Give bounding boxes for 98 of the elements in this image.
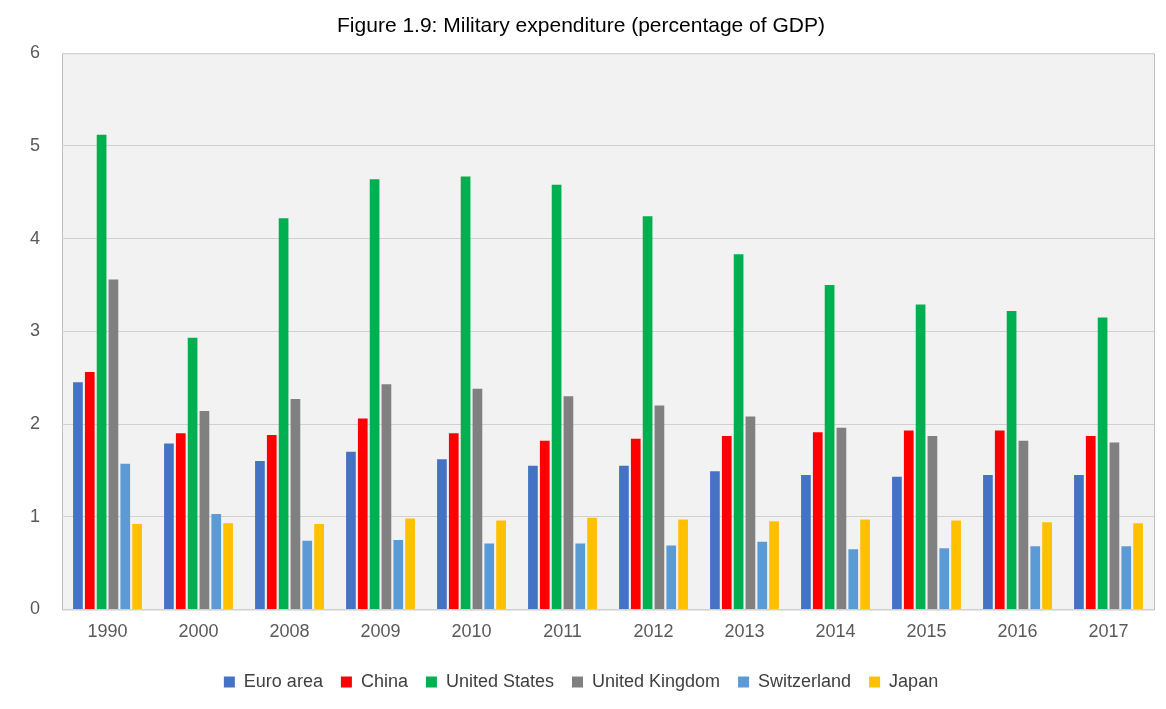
bar (437, 459, 447, 609)
y-tick-label: 4 (30, 227, 41, 248)
bar (733, 254, 744, 609)
y-tick-label: 6 (30, 42, 41, 63)
bar (484, 543, 495, 609)
legend-label: Euro area (243, 670, 324, 691)
bar (630, 438, 641, 609)
bar (120, 463, 131, 609)
bar (448, 433, 459, 609)
bar (255, 461, 265, 609)
bar (757, 541, 768, 609)
bar (824, 284, 835, 609)
bar (73, 382, 83, 609)
x-tick-label: 2010 (451, 621, 492, 642)
bar (983, 474, 993, 609)
bar (1109, 442, 1120, 609)
bar (915, 304, 926, 609)
x-tick-label: 2015 (906, 621, 947, 642)
bar (96, 134, 107, 609)
bar (1121, 546, 1132, 609)
bar (211, 513, 222, 609)
x-tick-label: 1990 (87, 621, 128, 642)
bar (405, 518, 415, 609)
bar (812, 432, 823, 609)
bar (927, 436, 938, 609)
bar (1018, 440, 1029, 609)
x-tick-label: 2000 (178, 621, 219, 642)
bar (1074, 474, 1084, 609)
y-tick-label: 1 (30, 505, 41, 526)
bar (710, 471, 720, 609)
bar (393, 539, 404, 609)
bar (951, 520, 961, 609)
bar (1133, 523, 1143, 609)
bar (848, 549, 859, 609)
bar (460, 176, 471, 609)
legend-label: Japan (889, 670, 939, 691)
bar (290, 398, 301, 609)
bar (654, 405, 665, 609)
x-tick-label: 2016 (997, 621, 1038, 642)
bar (164, 443, 174, 609)
bar (745, 416, 756, 609)
bar (619, 465, 629, 609)
legend-label: Switzerland (758, 670, 852, 691)
x-tick-label: 2012 (633, 621, 674, 642)
bar (551, 184, 562, 609)
bar (108, 279, 119, 609)
bar (994, 430, 1005, 609)
bar (575, 543, 586, 609)
x-tick-label: 2014 (815, 621, 856, 642)
bar (836, 427, 847, 609)
legend-label: United Kingdom (591, 670, 721, 691)
bar (678, 519, 688, 609)
bar (903, 430, 914, 609)
bar (528, 465, 538, 609)
bar (587, 517, 597, 609)
bar (1097, 317, 1108, 609)
x-tick-label: 2008 (269, 621, 310, 642)
bar (496, 520, 506, 609)
bar (1030, 546, 1041, 609)
y-tick-label: 3 (30, 320, 41, 341)
bar (369, 179, 380, 609)
bar (642, 216, 653, 609)
x-tick-label: 2009 (360, 621, 401, 642)
bar (892, 476, 902, 609)
bar (223, 523, 233, 609)
bar (472, 388, 483, 609)
chart-title: Figure 1.9: Military expenditure (percentage of GDP) (337, 13, 825, 37)
y-tick-label: 5 (30, 134, 41, 155)
bar (175, 433, 186, 609)
bar (860, 519, 870, 609)
bar (266, 435, 277, 609)
bar (1085, 436, 1096, 609)
y-tick-label: 2 (30, 412, 41, 433)
y-tick-label: 0 (30, 598, 41, 619)
bar (199, 411, 210, 609)
bar (1006, 310, 1017, 609)
x-tick-label: 2011 (543, 621, 582, 642)
bar (346, 451, 356, 609)
legend-label: United States (445, 670, 554, 691)
bar (357, 418, 368, 609)
x-tick-label: 2017 (1088, 621, 1129, 642)
bar (187, 337, 198, 609)
bar (302, 540, 313, 609)
bar (314, 524, 324, 609)
bar (769, 521, 779, 609)
legend-label: China (360, 670, 409, 691)
x-tick-label: 2013 (724, 621, 765, 642)
bar (132, 524, 142, 609)
bar (1042, 522, 1052, 609)
bar (666, 545, 677, 609)
bar (563, 396, 574, 609)
bar (721, 436, 732, 609)
bar (939, 548, 950, 609)
bar (539, 440, 550, 609)
bar (84, 372, 95, 609)
bar (381, 384, 392, 609)
bar (278, 218, 289, 609)
bar (801, 474, 811, 609)
